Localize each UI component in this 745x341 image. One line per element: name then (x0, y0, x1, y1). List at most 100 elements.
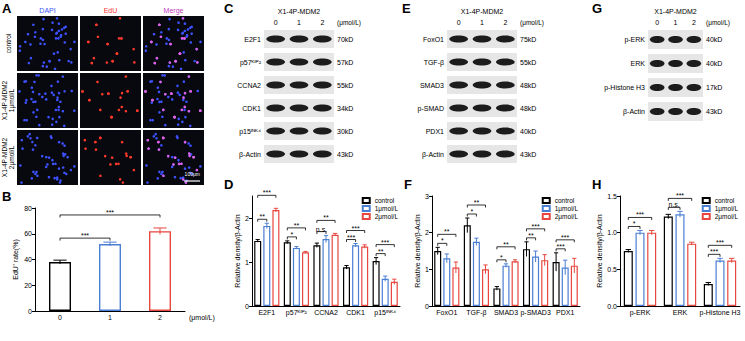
svg-text:*: * (290, 231, 293, 238)
svg-text:Relative density/β-Actin: Relative density/β-Actin (414, 214, 422, 287)
svg-text:2: 2 (692, 19, 696, 26)
svg-text:2μmol/L: 2μmol/L (8, 145, 16, 169)
svg-text:0: 0 (655, 19, 659, 26)
svg-text:p-ERK: p-ERK (630, 309, 651, 317)
svg-text:43kD: 43kD (337, 151, 353, 158)
svg-text:FoxO1: FoxO1 (436, 309, 457, 316)
svg-text:43kD: 43kD (520, 151, 536, 158)
svg-text:30kD: 30kD (337, 128, 353, 135)
svg-text:2μmol/L: 2μmol/L (375, 213, 399, 221)
svg-text:0: 0 (457, 19, 461, 26)
svg-text:**: ** (528, 232, 534, 239)
svg-text:p-ERK: p-ERK (624, 36, 645, 44)
svg-text:1μmol/L: 1μmol/L (555, 205, 579, 213)
svg-text:X1-4P-MDM2: X1-4P-MDM2 (1, 80, 8, 120)
svg-text:1μmol/L: 1μmol/L (715, 205, 739, 213)
svg-text:**: ** (474, 199, 480, 206)
svg-text:1μmol/L: 1μmol/L (375, 205, 399, 213)
svg-text:***: *** (557, 243, 565, 250)
svg-text:CCNA2: CCNA2 (314, 309, 338, 316)
svg-text:75kD: 75kD (520, 36, 536, 43)
svg-text:0.0: 0.0 (607, 303, 617, 310)
svg-text:1: 1 (245, 259, 249, 266)
svg-text:***: *** (532, 223, 540, 230)
svg-text:2: 2 (503, 19, 507, 26)
svg-text:0: 0 (28, 308, 32, 315)
svg-text:E2F1: E2F1 (244, 36, 261, 43)
svg-text:***: *** (676, 192, 684, 199)
svg-text:p-SMAD: p-SMAD (418, 105, 444, 113)
svg-text:1: 1 (674, 19, 678, 26)
svg-text:**: ** (378, 248, 384, 255)
svg-text:C: C (224, 1, 234, 16)
svg-text:(μmol/L): (μmol/L) (706, 19, 730, 27)
svg-text:A: A (2, 1, 12, 16)
svg-text:CDK1: CDK1 (242, 105, 261, 112)
svg-text:***: *** (561, 234, 569, 241)
svg-text:1μmol/L: 1μmol/L (8, 88, 16, 112)
svg-text:ERK: ERK (631, 60, 646, 67)
svg-text:2: 2 (425, 229, 429, 236)
svg-text:Merge: Merge (164, 7, 184, 15)
svg-text:X1-4P-MDM2: X1-4P-MDM2 (461, 8, 504, 15)
svg-text:B: B (2, 189, 11, 204)
svg-text:p57ᴷᴵᴾ²: p57ᴷᴵᴾ² (240, 59, 262, 67)
svg-text:0.5: 0.5 (607, 266, 617, 273)
svg-text:2: 2 (320, 19, 324, 26)
svg-text:DAPI: DAPI (39, 7, 55, 14)
svg-text:p-Histone H3: p-Histone H3 (700, 309, 741, 317)
svg-text:p15ᴵᴺᴷ⁴: p15ᴵᴺᴷ⁴ (374, 309, 396, 317)
svg-text:(μmol/L): (μmol/L) (520, 19, 544, 27)
svg-text:20: 20 (24, 282, 32, 289)
svg-text:0: 0 (245, 303, 249, 310)
svg-text:Relative density/β-Actin: Relative density/β-Actin (234, 214, 242, 287)
svg-text:n.s.: n.s. (316, 226, 327, 233)
svg-text:(μmol/L): (μmol/L) (337, 19, 361, 27)
svg-text:40kD: 40kD (706, 36, 722, 43)
svg-text:57kD: 57kD (337, 59, 353, 66)
svg-text:β-Actin: β-Actin (623, 108, 645, 116)
svg-text:PDX1: PDX1 (426, 128, 444, 135)
svg-text:p15ᴵᴺᴷ⁴: p15ᴵᴺᴷ⁴ (239, 128, 261, 136)
svg-text:p-SMAD3: p-SMAD3 (520, 309, 550, 317)
svg-text:0: 0 (274, 19, 278, 26)
svg-text:48kD: 48kD (520, 82, 536, 89)
svg-text:EdU⁺ rate(%): EdU⁺ rate(%) (12, 239, 20, 280)
svg-text:***: *** (352, 225, 360, 232)
svg-text:0: 0 (58, 314, 62, 321)
svg-text:control: control (715, 197, 735, 204)
svg-text:EdU: EdU (104, 7, 118, 14)
svg-text:(μmol/L): (μmol/L) (189, 314, 215, 322)
svg-text:control: control (375, 197, 395, 204)
svg-text:55kD: 55kD (520, 59, 536, 66)
svg-text:60: 60 (24, 230, 32, 237)
svg-text:***: *** (106, 209, 114, 216)
svg-text:FoxO1: FoxO1 (423, 36, 444, 43)
svg-text:***: *** (347, 234, 355, 241)
svg-text:***: *** (716, 239, 724, 246)
svg-text:*: * (470, 208, 473, 215)
svg-text:1: 1 (297, 19, 301, 26)
svg-text:CCNA2: CCNA2 (237, 82, 261, 89)
svg-text:CDK1: CDK1 (346, 309, 365, 316)
svg-text:100μm: 100μm (185, 171, 200, 177)
svg-text:X1-4P-MDM2: X1-4P-MDM2 (654, 8, 697, 15)
svg-text:1: 1 (425, 266, 429, 273)
svg-text:***: *** (710, 248, 718, 255)
svg-text:n.s.: n.s. (669, 201, 680, 208)
svg-text:34kD: 34kD (337, 105, 353, 112)
svg-text:TGF-β: TGF-β (466, 309, 486, 317)
svg-text:70kD: 70kD (337, 36, 353, 43)
svg-text:**: ** (260, 213, 266, 220)
svg-text:ERK: ERK (673, 309, 688, 316)
svg-text:40kD: 40kD (706, 60, 722, 67)
svg-text:40kD: 40kD (520, 128, 536, 135)
svg-text:***: *** (636, 211, 644, 218)
svg-text:***: *** (81, 232, 89, 239)
svg-text:H: H (592, 177, 601, 192)
svg-text:1: 1 (108, 314, 112, 321)
svg-text:0: 0 (425, 303, 429, 310)
svg-text:**: ** (323, 214, 329, 221)
svg-text:F: F (404, 177, 412, 192)
svg-text:2: 2 (158, 314, 162, 321)
